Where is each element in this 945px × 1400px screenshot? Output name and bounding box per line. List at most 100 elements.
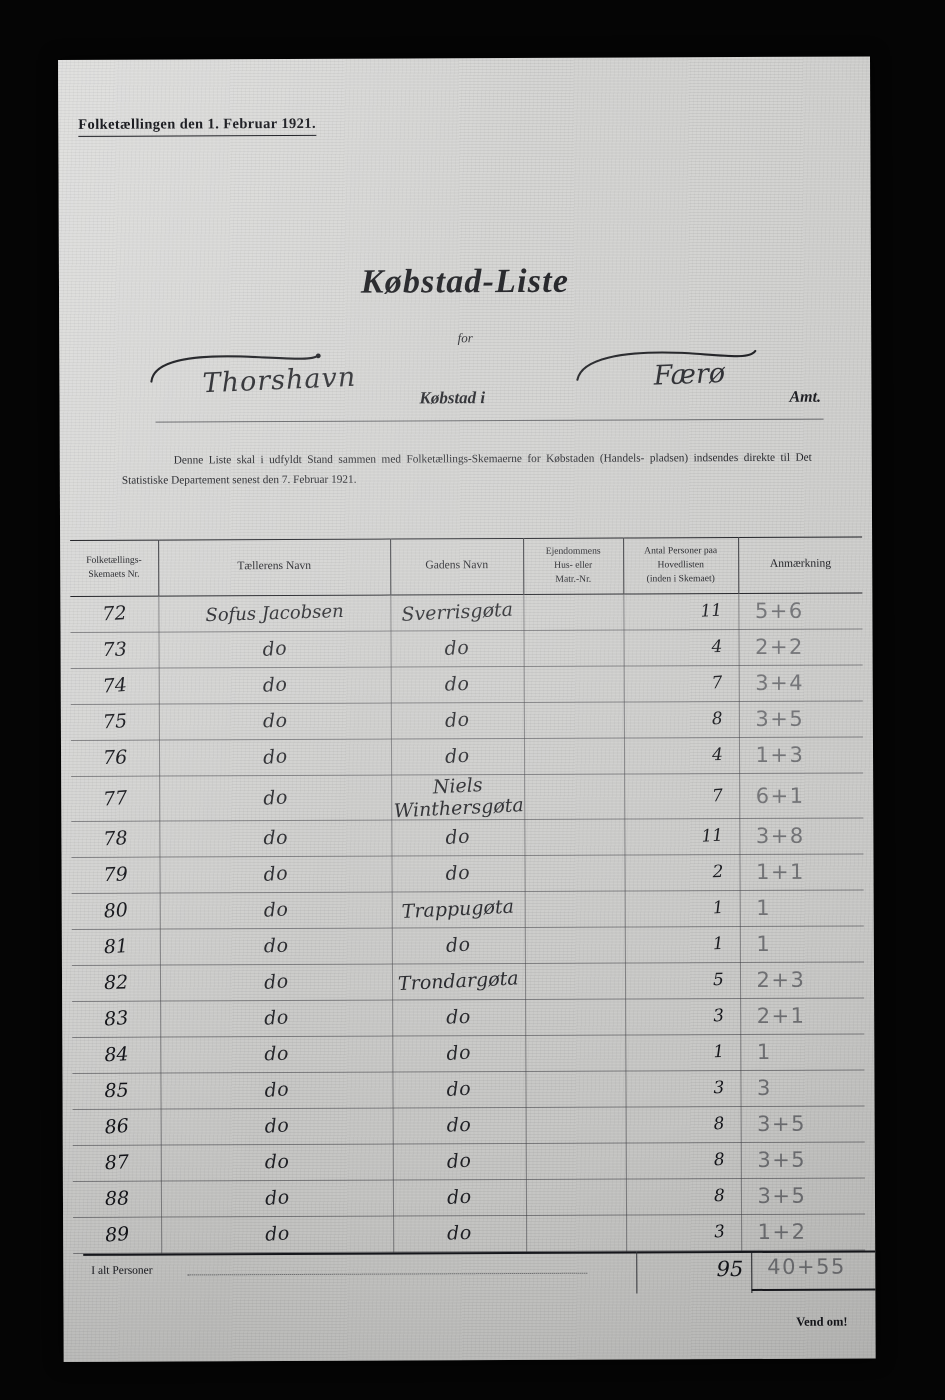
cell-enumerator-name: do	[161, 1215, 394, 1253]
remark-value: 5+6	[754, 598, 804, 624]
schema-nr-value: 75	[101, 710, 128, 734]
remark-value: 2+3	[756, 967, 806, 993]
cell-enumerator-name: do	[158, 738, 392, 776]
table-row: 82 do Trondargøta 5 2+3	[71, 961, 865, 1002]
remark-value: 2+2	[755, 634, 804, 660]
schema-nr-value: 76	[102, 746, 128, 770]
table-row: 76 do do 4 1+3	[70, 736, 864, 777]
remark-value: 3+8	[755, 823, 805, 849]
cell-schema-nr: 82	[71, 964, 161, 1002]
fill-in-rule-line	[155, 418, 824, 423]
page-title: Købstad-Liste	[360, 262, 570, 301]
schema-nr-value: 77	[102, 786, 128, 811]
enumerator-name-value: do	[262, 970, 290, 995]
remark-value: 3+5	[757, 1183, 807, 1209]
cell-property-nr	[525, 998, 626, 1036]
cell-street-name: do	[392, 999, 526, 1036]
enumerator-name-value: do	[263, 1042, 289, 1066]
cell-property-nr	[525, 1142, 626, 1180]
cell-property-nr	[523, 629, 624, 667]
street-name-value: do	[445, 1041, 472, 1066]
street-name-value: do	[444, 636, 470, 661]
street-name-value: Trappugøta	[401, 895, 515, 924]
enumerator-name-value: do	[264, 1150, 290, 1174]
cell-property-nr	[523, 737, 625, 775]
cell-enumerator-name: do	[158, 666, 391, 704]
cell-person-count: 7	[624, 773, 740, 819]
street-name-value: do	[444, 673, 470, 696]
enumerator-name-value: do	[261, 673, 288, 697]
header-enumerator-name: Tællerens Navn	[158, 539, 391, 596]
schema-nr-value: 84	[103, 1043, 129, 1067]
schema-nr-value: 87	[103, 1151, 130, 1175]
instructions-line-1: Denne Liste skal i udfyldt Stand sammen …	[173, 452, 645, 467]
header-person-count: Antal Personer paa Hovedlisten (inden i …	[623, 537, 739, 594]
remark-value: 2+1	[756, 1003, 806, 1029]
header-schema-nr-line2: Skemaets Nr.	[88, 568, 140, 580]
cell-person-count: 3	[625, 1070, 741, 1107]
cell-enumerator-name: do	[160, 999, 393, 1037]
enumerator-name-value: Sofus Jacobsen	[204, 600, 344, 626]
cell-person-count: 2	[624, 854, 740, 891]
cell-property-nr	[524, 962, 626, 1000]
cell-remark: 1+2	[741, 1213, 866, 1251]
street-name-value: do	[446, 1077, 472, 1102]
amt-label: Amt.	[789, 388, 822, 406]
remark-value: 6+1	[755, 783, 805, 808]
cell-remark: 1+3	[738, 736, 864, 774]
cell-property-nr	[525, 1070, 626, 1108]
total-row: I alt Personer 95 40+55	[83, 1250, 876, 1296]
cell-remark: 3	[740, 1069, 865, 1107]
cell-street-name: do	[390, 630, 524, 667]
table-row: 79 do do 2 1+1	[71, 853, 864, 894]
census-table: Folketællings- Skemaets Nr. Tællerens Na…	[70, 536, 866, 1254]
cell-street-name: do	[392, 1179, 527, 1216]
turn-over-note: Vend om!	[796, 1314, 848, 1329]
instructions-text: Denne Liste skal i udfyldt Stand sammen …	[122, 449, 812, 492]
cell-schema-nr: 76	[70, 739, 160, 777]
cell-property-nr	[525, 1178, 627, 1216]
cell-person-count: 5	[624, 962, 741, 999]
cell-enumerator-name: do	[160, 1071, 393, 1109]
town-name-swash-icon	[150, 353, 321, 383]
cell-property-nr	[525, 1034, 626, 1072]
person-count-value: 4	[710, 637, 723, 658]
street-name-value: do	[446, 1114, 472, 1137]
schema-nr-value: 80	[102, 899, 129, 923]
remark-value: 3+5	[755, 706, 805, 732]
schema-nr-value: 82	[103, 971, 129, 995]
cell-street-name: do	[392, 1143, 526, 1180]
header-schema-nr-line1: Folketællings-	[86, 554, 142, 566]
cell-remark: 1	[740, 1033, 865, 1071]
location-fill-in-row: Thorshavn Købstad i Færø Amt.	[99, 349, 839, 423]
cell-enumerator-name: Sofus Jacobsen	[158, 594, 391, 632]
cell-person-count: 3	[625, 998, 741, 1035]
person-count-value: 7	[711, 785, 724, 807]
cell-schema-nr: 81	[71, 928, 160, 966]
cell-enumerator-name: do	[160, 1143, 393, 1181]
street-name-value: Sverrisgøta	[400, 598, 514, 627]
cell-person-count: 1	[625, 1034, 741, 1071]
schema-nr-value: 79	[102, 863, 128, 887]
person-count-value: 1	[711, 897, 724, 919]
person-count-value: 8	[710, 709, 723, 730]
remark-value: 1	[756, 932, 772, 957]
schema-nr-value: 74	[101, 674, 128, 698]
header-property-nr-line2: Hus- eller	[554, 559, 593, 571]
total-dot-leader	[187, 1272, 588, 1276]
cell-property-nr	[525, 1106, 626, 1144]
enumerator-name-value: do	[263, 1006, 290, 1030]
schema-nr-value: 86	[103, 1115, 130, 1139]
person-count-value: 4	[711, 745, 723, 766]
header-schema-nr: Folketællings- Skemaets Nr.	[70, 540, 159, 597]
cell-property-nr	[523, 665, 624, 703]
cell-schema-nr: 78	[71, 820, 160, 858]
cell-property-nr	[524, 926, 625, 964]
enumerator-name-value: do	[262, 786, 289, 810]
street-name-value: do	[446, 1149, 473, 1174]
header-person-count-line2: Hovedlisten	[657, 559, 704, 571]
cell-remark: 5+6	[738, 592, 863, 630]
table-row: 83 do do 3 2+1	[72, 997, 865, 1038]
remark-value: 1+1	[755, 859, 805, 885]
person-count-value: 11	[700, 825, 724, 847]
